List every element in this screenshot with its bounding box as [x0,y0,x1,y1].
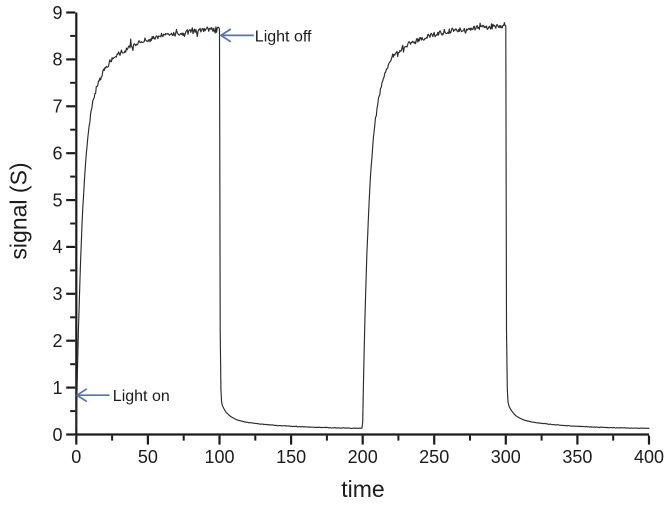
svg-text:7: 7 [52,97,62,117]
svg-text:200: 200 [348,447,378,467]
svg-text:6: 6 [52,144,62,164]
svg-text:50: 50 [138,447,158,467]
svg-text:100: 100 [204,447,234,467]
svg-text:1: 1 [52,378,62,398]
svg-text:250: 250 [419,447,449,467]
svg-text:3: 3 [52,284,62,304]
svg-text:350: 350 [562,447,592,467]
svg-text:0: 0 [52,425,62,445]
svg-text:4: 4 [52,237,62,257]
svg-text:time: time [341,476,384,502]
svg-text:300: 300 [491,447,521,467]
svg-text:400: 400 [634,447,664,467]
svg-text:0: 0 [71,447,81,467]
svg-text:signal (S): signal (S) [6,162,32,259]
svg-text:8: 8 [52,50,62,70]
svg-text:Light on: Light on [113,388,170,405]
svg-text:2: 2 [52,331,62,351]
svg-text:Light off: Light off [255,28,312,45]
svg-text:9: 9 [52,3,62,23]
svg-text:5: 5 [52,190,62,210]
svg-text:150: 150 [276,447,306,467]
